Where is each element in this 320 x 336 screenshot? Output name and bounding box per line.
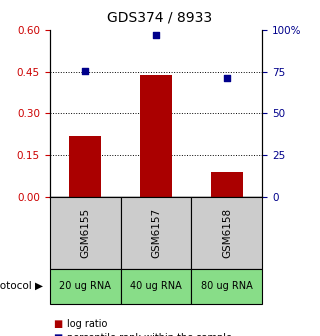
Point (224, 75, 229, 80)
Text: GDS374 / 8933: GDS374 / 8933 (108, 11, 212, 25)
Text: 20 ug RNA: 20 ug RNA (59, 282, 111, 291)
Text: GSM6155: GSM6155 (80, 208, 90, 258)
Text: 80 ug RNA: 80 ug RNA (201, 282, 253, 291)
Text: protocol ▶: protocol ▶ (0, 282, 43, 291)
Bar (69, 136, 101, 197)
Text: ■: ■ (53, 319, 62, 329)
Bar (140, 75, 172, 197)
Text: GSM6158: GSM6158 (222, 208, 232, 258)
Point (154, 33, 159, 38)
Bar (211, 172, 243, 197)
Point (83, 68, 88, 74)
Text: log ratio: log ratio (67, 319, 108, 329)
Text: GSM6157: GSM6157 (151, 208, 161, 258)
Text: percentile rank within the sample: percentile rank within the sample (67, 333, 232, 336)
Text: ■: ■ (53, 333, 62, 336)
Text: 40 ug RNA: 40 ug RNA (130, 282, 182, 291)
